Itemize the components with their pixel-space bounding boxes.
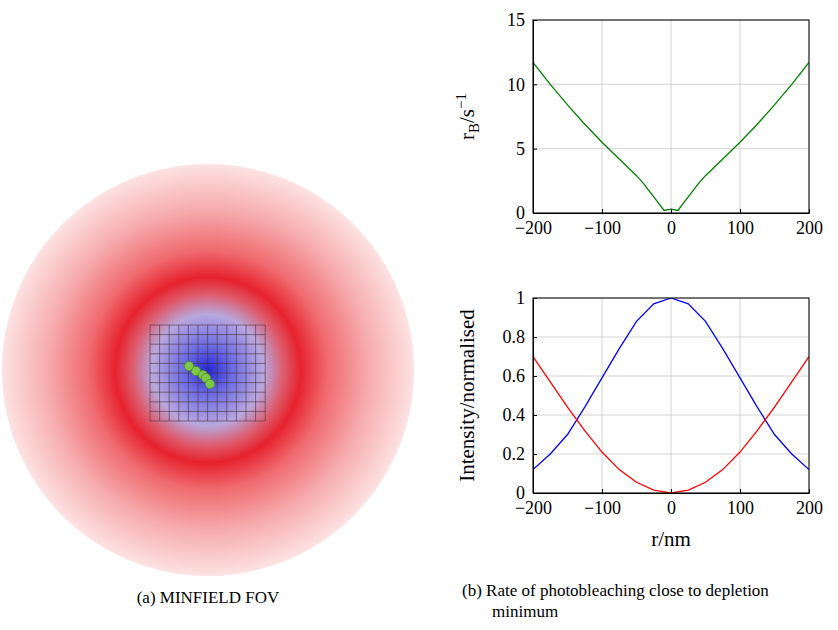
tick-mark xyxy=(533,454,537,455)
tick-mark xyxy=(602,209,603,213)
tick-label: 0.8 xyxy=(503,327,526,347)
tick-label: 5 xyxy=(516,139,525,159)
grid-line-x xyxy=(602,298,603,493)
plot-frame xyxy=(533,298,809,493)
scan-grid xyxy=(150,325,265,421)
grid-line-y xyxy=(533,376,809,377)
tick-mark xyxy=(740,489,741,493)
tick-label: 0 xyxy=(667,498,676,518)
tick-label: 100 xyxy=(727,218,754,238)
scan-grid-line xyxy=(150,344,265,345)
chart-0: −200−1000100200051015rB/s−1 xyxy=(453,10,823,238)
tick-label: 0.6 xyxy=(503,366,526,386)
tick: 0.8 xyxy=(503,327,538,347)
grid-line-x xyxy=(671,20,672,213)
tick-label: 200 xyxy=(796,498,823,518)
grid-line-y xyxy=(533,337,809,338)
y-axis-title: rB/s−1 xyxy=(453,93,482,140)
tick-mark xyxy=(602,489,603,493)
y-axis-title-part: r xyxy=(455,133,479,140)
x-axis-title: r/nm xyxy=(651,527,691,551)
lines xyxy=(533,62,809,210)
tick-mark xyxy=(533,376,537,377)
tick-label: 0.4 xyxy=(503,405,526,425)
tick: 0.2 xyxy=(503,444,538,464)
scan-grid-line xyxy=(150,363,265,364)
tick-label: 100 xyxy=(727,498,754,518)
caption-line: (b) Rate of photobleaching close to depl… xyxy=(462,581,769,600)
scan-grid-line xyxy=(150,392,265,393)
tick-label: 0.2 xyxy=(503,444,526,464)
fov-field xyxy=(2,164,414,576)
tick-label: −100 xyxy=(584,218,621,238)
tick-label: 15 xyxy=(507,10,525,30)
y-axis-title-part: B xyxy=(466,123,482,133)
tick-mark xyxy=(671,489,672,493)
tick-label: 10 xyxy=(507,75,525,95)
tick-mark xyxy=(533,149,537,150)
series-line xyxy=(533,62,809,210)
scan-grid-line xyxy=(150,411,265,412)
diagram xyxy=(2,164,414,576)
grid-line-x xyxy=(602,20,603,213)
grid-line-y xyxy=(533,84,809,85)
tick-label: 0 xyxy=(516,483,525,503)
tick: 0.4 xyxy=(503,405,538,425)
grid xyxy=(533,298,809,493)
plot-frame xyxy=(533,20,809,213)
tick-mark xyxy=(533,415,537,416)
tick-mark xyxy=(740,209,741,213)
grid-line-x xyxy=(740,20,741,213)
tick-mark xyxy=(533,337,537,338)
y-axis-title: Intensity/normalised xyxy=(455,309,479,482)
scan-grid-line xyxy=(150,421,265,422)
scan-grid-line xyxy=(150,334,265,335)
scan-grid-line xyxy=(150,325,265,326)
grid-line-x xyxy=(740,298,741,493)
y-axis: 0 0.2 0.4 0.6 0.8 1 xyxy=(503,288,538,503)
tick-mark xyxy=(533,84,537,85)
tick: 5 xyxy=(516,139,537,159)
molecule xyxy=(205,379,214,388)
grid-line-y xyxy=(533,148,809,149)
caption-b: (b) Rate of photobleaching close to depl… xyxy=(462,581,769,621)
caption-a: (a) MINFIELD FOV xyxy=(137,588,280,607)
tick-label: 1 xyxy=(516,288,525,308)
scan-grid-line xyxy=(150,353,265,354)
y-axis-title-part: −1 xyxy=(453,93,469,109)
scan-grid-line xyxy=(150,401,265,402)
caption-line: minimum xyxy=(492,602,558,621)
series-line xyxy=(533,298,809,470)
series-line xyxy=(533,357,809,494)
y-axis-title-part: /s xyxy=(455,109,479,123)
tick-label: −100 xyxy=(584,498,621,518)
tick-label: 0 xyxy=(516,203,525,223)
tick-label: 200 xyxy=(796,218,823,238)
grid xyxy=(533,20,809,213)
tick-mark xyxy=(671,209,672,213)
figure: (a) MINFIELD FOV−200−1000100200051015rB/… xyxy=(0,0,838,630)
grid-line-y xyxy=(533,415,809,416)
tick-label: 0 xyxy=(667,218,676,238)
tick: 0.6 xyxy=(503,366,538,386)
lines xyxy=(533,298,809,493)
grid-line-y xyxy=(533,454,809,455)
chart-1: −200−100010020000.20.40.60.81Intensity/n… xyxy=(455,288,823,551)
grid-line-x xyxy=(671,298,672,493)
